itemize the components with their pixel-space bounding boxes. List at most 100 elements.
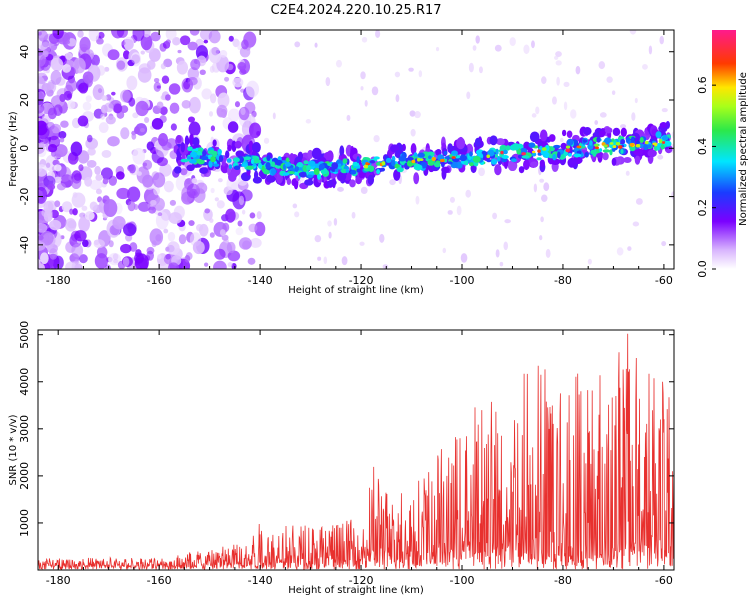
heatmap-noise-blob [132, 30, 145, 42]
heatmap-speckle [328, 231, 332, 239]
heatmap-noise-blob [153, 186, 160, 196]
heatmap-noise-blob [54, 200, 61, 208]
heatmap-band-core [270, 167, 277, 176]
heatmap-band-peak [521, 152, 526, 156]
heatmap-noise-blob [187, 116, 196, 123]
heatmap-band-core [246, 165, 254, 170]
heatmap-band-core [317, 173, 322, 180]
heatmap-x-axis-label: Height of straight line (km) [288, 285, 424, 296]
heatmap-band-halo [611, 157, 617, 166]
heatmap-band-core [490, 158, 498, 165]
heatmap-band-halo [583, 127, 592, 136]
heatmap-noise-blob [120, 89, 131, 103]
heatmap-noise-blob [123, 36, 135, 51]
heatmap-noise-blob [148, 206, 156, 214]
heatmap-speckle [449, 196, 455, 203]
heatmap-noise-blob [239, 46, 251, 58]
heatmap-band-peak [431, 156, 436, 162]
heatmap-noise-blob [187, 41, 198, 51]
heatmap-band-halo [393, 169, 401, 181]
heatmap-band-core [257, 162, 263, 169]
heatmap-speckle [335, 59, 343, 68]
heatmap-noise-blob [204, 208, 210, 214]
heatmap-noise-blob [98, 122, 109, 134]
heatmap-noise-blob [198, 223, 209, 237]
heatmap-speckle [389, 179, 396, 186]
heatmap-band-core [190, 151, 198, 158]
snr-y-axis-label: SNR (10 * v/v) [8, 414, 19, 485]
snr-y-tick-label: 4000 [18, 368, 31, 396]
heatmap-band-core [296, 161, 304, 168]
heatmap-noise-blob [142, 174, 154, 188]
heatmap-band-peak [609, 142, 614, 145]
heatmap-noise-blob [67, 100, 76, 110]
heatmap-speckle [554, 55, 559, 60]
heatmap-speckle [492, 212, 498, 220]
heatmap-speckle [208, 111, 214, 117]
heatmap-band-core [313, 167, 320, 176]
heatmap-speckle [563, 101, 568, 111]
heatmap-band-core [427, 151, 435, 157]
heatmap-speckle [535, 106, 540, 115]
heatmap-band-core [417, 152, 425, 158]
heatmap-speckle [627, 246, 632, 251]
heatmap-y-tick-label: -20 [18, 188, 31, 206]
heatmap-noise-blob [131, 54, 141, 64]
heatmap-band-core [217, 148, 222, 156]
heatmap-x-tick-label: -60 [655, 274, 673, 287]
heatmap-noise-blob [208, 30, 221, 44]
heatmap-noise-blob [151, 118, 164, 130]
heatmap-speckle [635, 198, 643, 205]
heatmap-noise-blob [189, 30, 200, 36]
heatmap-noise-blob [219, 49, 228, 58]
heatmap-band-peak [363, 164, 369, 169]
heatmap-noise-blob [65, 40, 71, 45]
heatmap-band-halo [323, 151, 334, 161]
snr-frame [37, 329, 675, 571]
heatmap-noise-blob [95, 174, 103, 181]
heatmap-noise-blob [163, 180, 174, 193]
colorbar-tick-label: 0.4 [696, 138, 709, 156]
heatmap-noise-blob [86, 159, 97, 168]
heatmap-band-core [443, 150, 448, 156]
heatmap-band-core [228, 164, 233, 169]
heatmap-band-halo [253, 170, 259, 181]
heatmap-noise-blob [72, 208, 78, 216]
heatmap-speckle [359, 241, 365, 246]
heatmap-noise-blob [165, 253, 171, 260]
heatmap-band-core [226, 158, 232, 163]
heatmap-noise-blob [116, 187, 130, 200]
heatmap-noise-blob [101, 95, 108, 101]
heatmap-noise-blob [62, 63, 72, 73]
heatmap-noise-blob [123, 223, 137, 237]
heatmap-x-tick-label: -160 [147, 274, 172, 287]
heatmap-marks [38, 30, 674, 269]
heatmap-band-halo [456, 137, 466, 150]
heatmap-band-peak [565, 148, 571, 153]
heatmap-noise-blob [159, 163, 172, 177]
heatmap-y-tick-label: 40 [18, 45, 31, 59]
heatmap-speckle [327, 220, 332, 227]
colorbar-tick-label: 0.0 [696, 260, 709, 278]
heatmap-noise-blob [167, 241, 180, 255]
heatmap-noise-blob [167, 231, 176, 242]
heatmap-noise-blob [65, 52, 73, 60]
heatmap-band-halo [539, 159, 545, 168]
heatmap-band-peak [615, 142, 621, 146]
heatmap-band-core [629, 146, 636, 152]
snr-y-tick-label: 5000 [18, 321, 31, 349]
heatmap-band-core [413, 163, 422, 171]
heatmap-noise-blob [107, 136, 120, 147]
heatmap-band-core [303, 160, 309, 165]
heatmap-noise-blob [38, 189, 43, 200]
heatmap-speckle [475, 35, 480, 44]
heatmap-speckle [314, 42, 318, 48]
heatmap-noise-blob [165, 246, 170, 252]
heatmap-band-halo [184, 135, 189, 147]
heatmap-noise-blob [127, 200, 136, 212]
heatmap-noise-blob [71, 243, 84, 258]
heatmap-band-core [196, 150, 202, 156]
heatmap-band-peak [617, 145, 623, 149]
heatmap-band-peak [594, 144, 599, 147]
heatmap-speckle [541, 76, 547, 85]
